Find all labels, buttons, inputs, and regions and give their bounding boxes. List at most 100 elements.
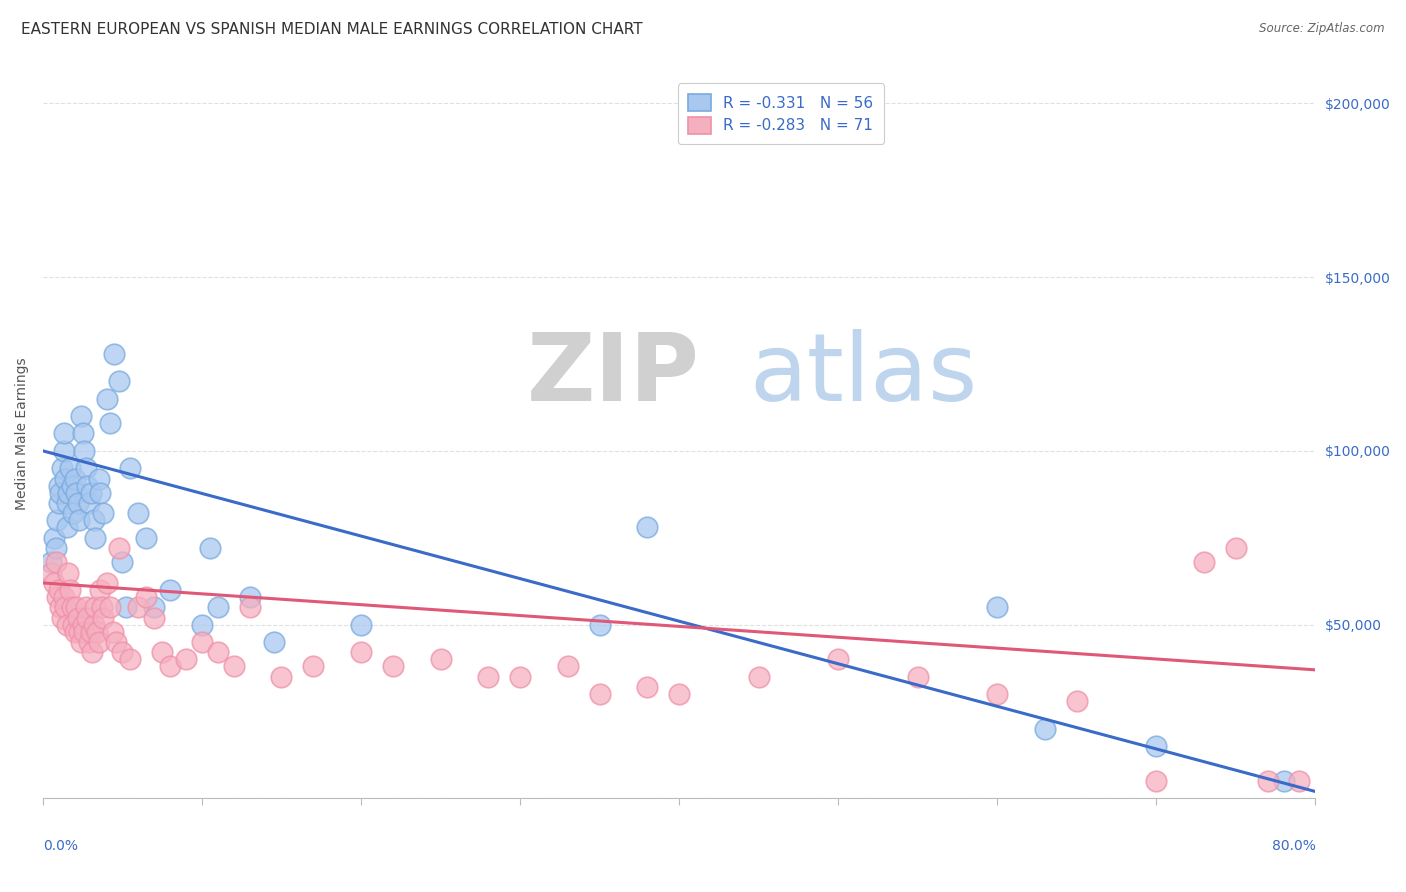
Text: 80.0%: 80.0% <box>1271 838 1316 853</box>
Point <box>60 478 83 492</box>
Point <box>557 659 579 673</box>
Point <box>636 680 658 694</box>
Point <box>239 600 262 615</box>
Point <box>87 635 110 649</box>
Point <box>46 590 69 604</box>
Point <box>76 478 98 492</box>
Point <box>39 555 62 569</box>
Point <box>70 409 93 423</box>
Point <box>191 635 214 649</box>
Point <box>82 645 104 659</box>
Point <box>59 582 82 597</box>
Point <box>48 496 70 510</box>
Point <box>83 513 105 527</box>
Point <box>59 461 82 475</box>
Point <box>748 670 770 684</box>
Point <box>90 600 112 615</box>
Point <box>198 541 221 556</box>
Point <box>83 617 105 632</box>
Point <box>69 513 91 527</box>
Point <box>111 555 134 569</box>
Point <box>48 582 70 597</box>
Point <box>55 520 77 534</box>
Point <box>60 600 83 615</box>
Point <box>48 478 70 492</box>
Point <box>51 611 73 625</box>
Point <box>62 617 84 632</box>
Point <box>84 531 107 545</box>
Point <box>75 461 97 475</box>
Point <box>159 659 181 673</box>
Point <box>39 566 62 580</box>
Point <box>1144 774 1167 789</box>
Point <box>86 624 108 639</box>
Point <box>114 600 136 615</box>
Point <box>45 555 67 569</box>
Point <box>1272 774 1295 789</box>
Point <box>105 635 128 649</box>
Point <box>42 576 65 591</box>
Point <box>52 590 75 604</box>
Point <box>89 582 111 597</box>
Point <box>98 600 121 615</box>
Point <box>77 496 100 510</box>
Point <box>1192 555 1215 569</box>
Point <box>65 600 87 615</box>
Point <box>143 600 166 615</box>
Point <box>588 617 610 632</box>
Point <box>120 652 142 666</box>
Point <box>263 635 285 649</box>
Point <box>73 624 96 639</box>
Point <box>636 520 658 534</box>
Point <box>69 624 91 639</box>
Text: 0.0%: 0.0% <box>44 838 77 853</box>
Point <box>87 472 110 486</box>
Point <box>907 670 929 684</box>
Point <box>150 645 173 659</box>
Point <box>77 635 100 649</box>
Text: EASTERN EUROPEAN VS SPANISH MEDIAN MALE EARNINGS CORRELATION CHART: EASTERN EUROPEAN VS SPANISH MEDIAN MALE … <box>21 22 643 37</box>
Point <box>49 600 72 615</box>
Point <box>52 443 75 458</box>
Text: ZIP: ZIP <box>526 329 699 421</box>
Legend: R = -0.331   N = 56, R = -0.283   N = 71: R = -0.331 N = 56, R = -0.283 N = 71 <box>678 84 884 145</box>
Point <box>79 485 101 500</box>
Point <box>143 611 166 625</box>
Point <box>986 600 1008 615</box>
Point <box>103 346 125 360</box>
Point <box>986 687 1008 701</box>
Point <box>53 600 76 615</box>
Point <box>72 426 94 441</box>
Point <box>58 566 80 580</box>
Point <box>1144 739 1167 754</box>
Point <box>135 590 157 604</box>
Point <box>191 617 214 632</box>
Point <box>1257 774 1279 789</box>
Point <box>70 635 93 649</box>
Point <box>1066 694 1088 708</box>
Point <box>222 659 245 673</box>
Point <box>75 600 97 615</box>
Point <box>49 485 72 500</box>
Point <box>96 576 118 591</box>
Point <box>1033 722 1056 736</box>
Point <box>509 670 531 684</box>
Point <box>239 590 262 604</box>
Y-axis label: Median Male Earnings: Median Male Earnings <box>15 357 30 510</box>
Point <box>159 582 181 597</box>
Point <box>302 659 325 673</box>
Point <box>66 496 89 510</box>
Point <box>350 617 373 632</box>
Point <box>53 472 76 486</box>
Point <box>63 472 86 486</box>
Point <box>1225 541 1247 556</box>
Point <box>55 496 77 510</box>
Text: Source: ZipAtlas.com: Source: ZipAtlas.com <box>1260 22 1385 36</box>
Point <box>73 443 96 458</box>
Text: atlas: atlas <box>749 329 977 421</box>
Point <box>207 645 229 659</box>
Point <box>62 507 84 521</box>
Point <box>66 611 89 625</box>
Point <box>46 513 69 527</box>
Point <box>381 659 404 673</box>
